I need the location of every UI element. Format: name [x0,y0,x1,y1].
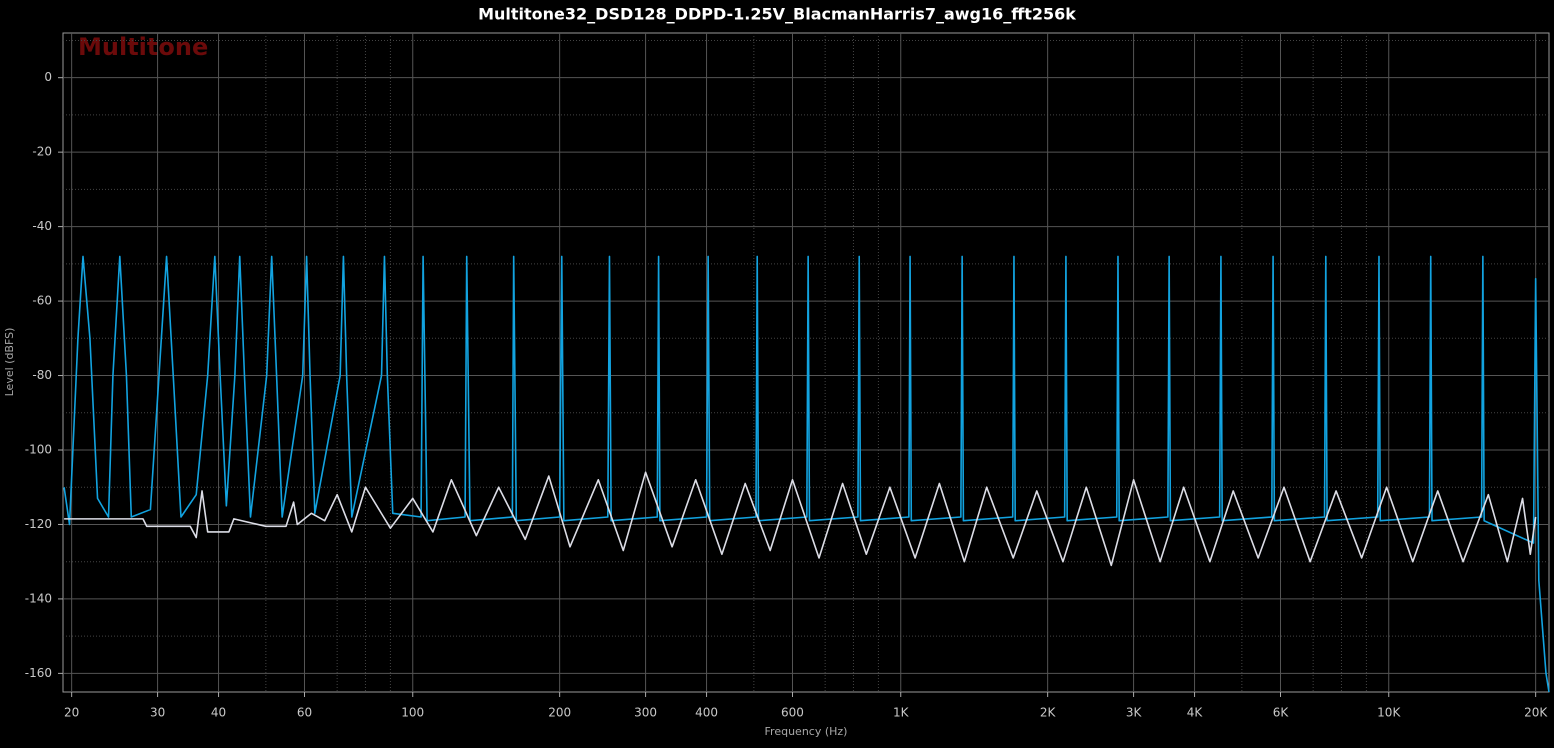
plot-frame [62,32,1550,693]
x-tick-label: 4K [1187,706,1204,720]
y-tick-label: -140 [25,591,52,605]
x-tick-label: 200 [548,706,571,720]
x-tick-label: 20 [64,706,79,720]
x-axis-label: Frequency (Hz) [765,725,848,738]
x-tick-label: 3K [1126,706,1143,720]
y-axis-label: Level (dBFS) [3,328,16,397]
y-tick-label: -80 [32,368,52,382]
y-tick-label: -40 [32,219,52,233]
watermark: Multitone [78,33,208,61]
x-tick-label: 40 [211,706,226,720]
spectrum-line [64,471,1537,567]
chart-title: Multitone32_DSD128_DDPD-1.25V_BlacmanHar… [478,5,1076,24]
x-tick-label: 30 [150,706,165,720]
y-tick-label: 0 [44,70,52,84]
x-tick-label: 2K [1040,706,1057,720]
y-tick-label: -160 [25,666,52,680]
x-tick-label: 300 [634,706,657,720]
y-tick-label: -60 [32,294,52,308]
x-tick-label: 20K [1524,706,1548,720]
x-tick-label: 6K [1273,706,1290,720]
y-tick-label: -120 [25,517,52,531]
spectrum-line [63,255,1550,693]
x-tick-label: 1K [893,706,910,720]
x-tick-label: 60 [297,706,312,720]
x-tick-label: 400 [695,706,718,720]
x-tick-label: 600 [781,706,804,720]
y-tick-label: -20 [32,145,52,159]
x-tick-label: 10K [1377,706,1401,720]
x-tick-label: 100 [401,706,424,720]
y-tick-label: -100 [25,442,52,456]
